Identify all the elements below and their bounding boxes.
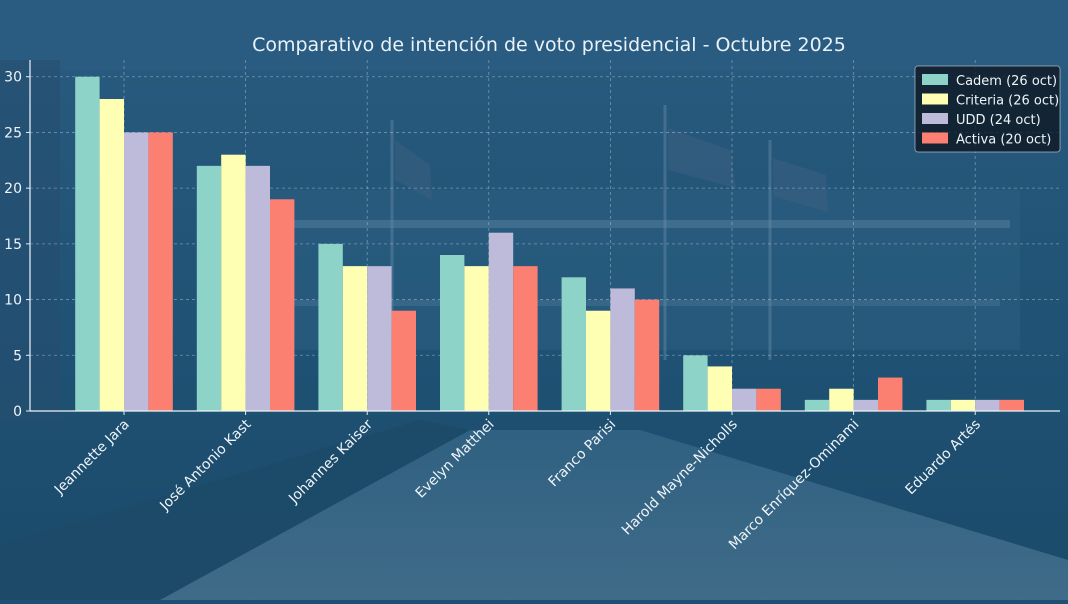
legend-swatch	[922, 132, 948, 144]
bar	[221, 154, 246, 411]
bar	[513, 266, 538, 411]
legend-swatch	[922, 113, 948, 124]
bar	[634, 299, 660, 411]
legend-swatch	[922, 93, 948, 105]
bar	[318, 243, 343, 411]
bar	[561, 277, 586, 411]
bar	[391, 310, 416, 411]
bar	[440, 255, 465, 411]
y-tick-label: 0	[13, 404, 22, 420]
bar	[878, 377, 903, 411]
bar	[804, 399, 830, 411]
bar	[950, 399, 976, 411]
y-axis-ticks: 0 5 10 15 20 25 30	[4, 70, 30, 420]
legend-swatch	[922, 74, 948, 85]
bar	[926, 399, 951, 411]
chart-title: Comparativo de intención de voto preside…	[252, 34, 846, 56]
bar	[975, 399, 1000, 411]
legend-label: UDD (24 oct)	[956, 113, 1041, 128]
bar	[488, 232, 514, 411]
y-tick-label: 25	[4, 125, 22, 141]
bar	[829, 388, 854, 411]
bar	[756, 388, 781, 411]
bar	[75, 76, 100, 411]
axes	[29, 60, 1060, 412]
bar	[853, 399, 878, 411]
bar	[148, 132, 173, 411]
bar	[999, 399, 1024, 411]
legend-label: Activa (20 oct)	[956, 133, 1051, 148]
legend-label: Criteria (26 oct)	[956, 94, 1059, 109]
bar	[367, 266, 392, 411]
y-tick-label: 15	[4, 237, 22, 253]
legend-label: Cadem (26 oct)	[956, 74, 1057, 89]
y-tick-label: 10	[4, 293, 22, 309]
bar	[124, 132, 149, 411]
bar	[586, 310, 611, 411]
y-tick-label: 20	[4, 181, 22, 197]
bar	[342, 266, 368, 411]
legend-box	[914, 65, 1061, 153]
bar	[683, 355, 708, 411]
bar	[464, 266, 489, 411]
bar	[99, 99, 124, 411]
bar	[196, 165, 222, 411]
bar	[610, 288, 635, 411]
y-tick-label: 5	[13, 348, 22, 364]
bar	[732, 388, 757, 411]
bar	[270, 199, 295, 411]
bar	[245, 165, 270, 411]
bars-group	[75, 76, 1024, 411]
y-tick-label: 30	[4, 70, 22, 86]
legend: Cadem (26 oct) Criteria (26 oct) UDD (24 o…	[914, 65, 1061, 153]
bar	[707, 366, 732, 411]
